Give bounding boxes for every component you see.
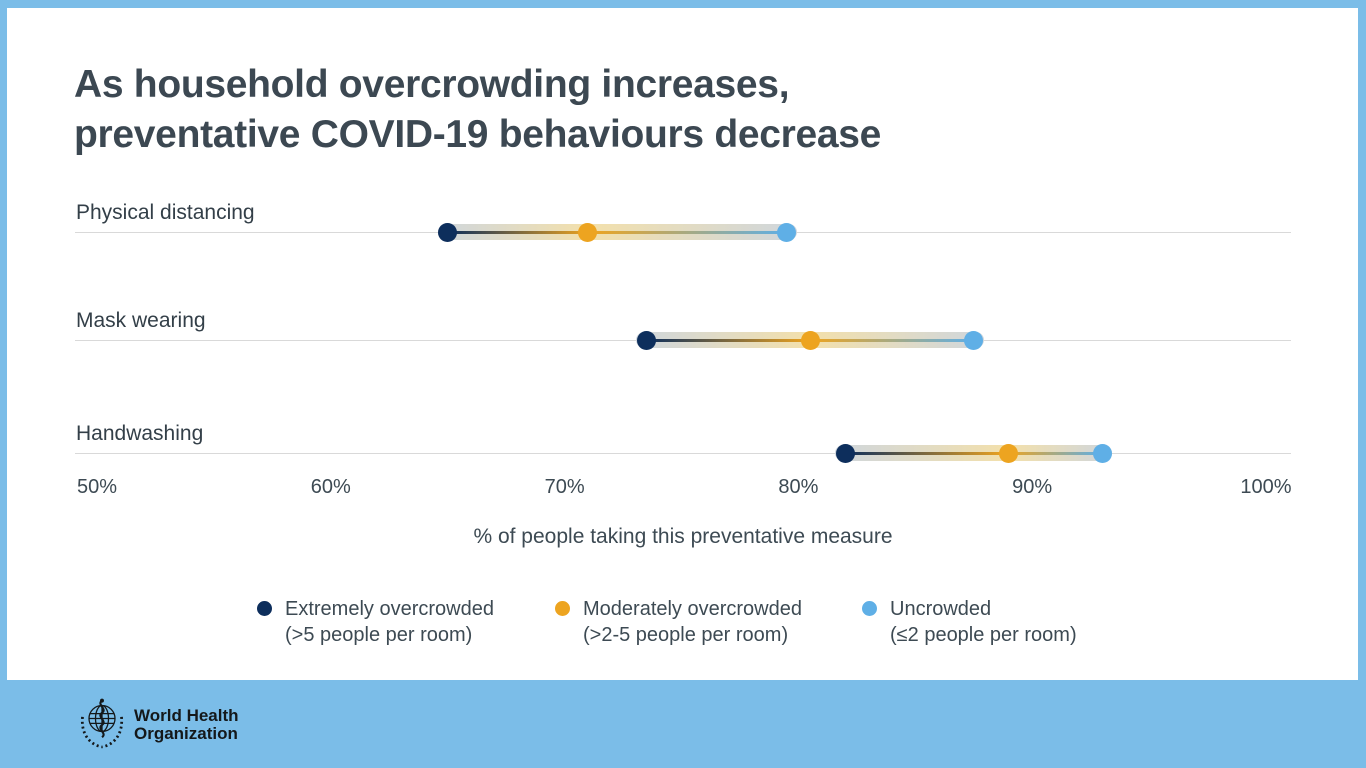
row-gradient-line-handwashing (845, 451, 1103, 455)
who-wordmark-line1: World Health (134, 706, 239, 725)
legend-label: Moderately overcrowded (>2-5 people per … (583, 596, 802, 648)
who-wordmark-line2: Organization (134, 724, 238, 743)
x-axis-label: % of people taking this preventative mea… (473, 525, 893, 548)
x-tick-80: 80% (778, 476, 819, 498)
extremely-overcrowded-dot (835, 443, 855, 463)
legend-label-line1: Extremely overcrowded (285, 598, 494, 620)
chart-title: As household overcrowding increases, pre… (74, 60, 881, 160)
uncrowded-dot (1092, 443, 1112, 463)
row-label-mask-wearing: Mask wearing (76, 309, 206, 332)
legend-item-uncrowded: Uncrowded (≤2 people per room) (862, 596, 1077, 648)
legend-item-extremely-overcrowded: Extremely overcrowded (>5 people per roo… (257, 596, 494, 648)
x-tick-70: 70% (544, 476, 585, 498)
extremely-overcrowded-dot (438, 222, 458, 242)
moderately-overcrowded-dot (999, 443, 1019, 463)
legend-label-line2: (≤2 people per room) (890, 624, 1077, 646)
x-tick-50: 50% (76, 476, 118, 498)
legend-label-line2: (>5 people per room) (285, 624, 473, 646)
moderately-overcrowded-swatch-icon (555, 601, 570, 616)
chart-title-line1: As household overcrowding increases, (74, 63, 790, 106)
x-tick-90: 90% (1012, 476, 1053, 498)
who-wordmark: World Health Organization (134, 707, 239, 743)
uncrowded-dot (964, 330, 984, 350)
legend-label: Uncrowded (≤2 people per room) (890, 596, 1077, 648)
uncrowded-swatch-icon (862, 601, 877, 616)
x-tick-60: 60% (310, 476, 351, 498)
row-gridline-handwashing (75, 453, 1291, 454)
chart-title-line2: preventative COVID-19 behaviours decreas… (74, 113, 882, 156)
row-gradient-line-physical-distancing (447, 230, 787, 234)
legend-label-line1: Moderately overcrowded (583, 598, 802, 620)
extremely-overcrowded-dot (636, 330, 656, 350)
moderately-overcrowded-dot (800, 330, 820, 350)
row-label-physical-distancing: Physical distancing (76, 201, 255, 224)
row-label-handwashing: Handwashing (76, 422, 204, 445)
who-emblem-icon (80, 698, 124, 749)
legend-label-line2: (>2-5 people per room) (583, 624, 789, 646)
asclepius-snake-icon (99, 699, 105, 739)
legend: Extremely overcrowded (>5 people per roo… (0, 596, 1366, 656)
x-tick-100: 100% (1240, 476, 1292, 498)
uncrowded-dot (777, 222, 797, 242)
legend-item-moderately-overcrowded: Moderately overcrowded (>2-5 people per … (555, 596, 802, 648)
moderately-overcrowded-dot (578, 222, 598, 242)
extremely-overcrowded-swatch-icon (257, 601, 272, 616)
legend-label: Extremely overcrowded (>5 people per roo… (285, 596, 494, 648)
legend-label-line1: Uncrowded (890, 598, 992, 620)
